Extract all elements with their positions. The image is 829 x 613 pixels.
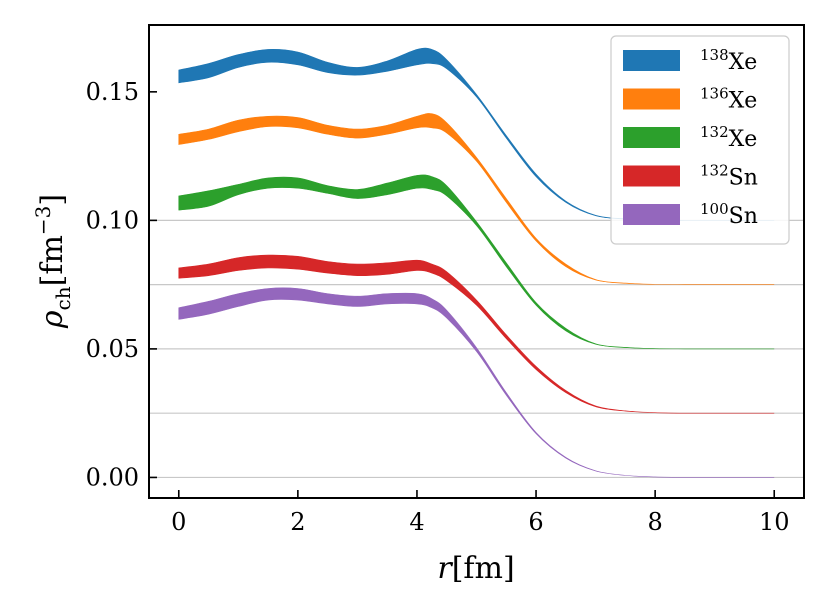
legend-swatch-100Sn (623, 204, 680, 225)
x-tick-label-0: 0 (171, 508, 186, 536)
legend-label-138Xe: 138Xe (700, 46, 757, 75)
y-tick-label-1: 0.05 (86, 335, 139, 363)
y-tick-label-2: 0.10 (86, 206, 139, 234)
y-tick-label-3: 0.15 (86, 78, 139, 106)
band-100Sn (178, 287, 775, 478)
x-tick-label-3: 6 (528, 508, 543, 536)
legend-label-132Sn: 132Sn (700, 162, 758, 191)
legend-swatch-132Xe (623, 127, 680, 148)
legend-swatch-138Xe (623, 50, 680, 71)
y-axis-label: ρch[fm−3] (31, 194, 75, 329)
x-tick-label-1: 2 (290, 508, 305, 536)
density-bands (178, 47, 775, 478)
x-tick-label-2: 4 (409, 508, 424, 536)
y-tick-label-0: 0.00 (86, 463, 139, 491)
axis-ticks: 0 2 4 6 8 10 0.00 0.05 0.10 0.15 (86, 78, 790, 536)
legend: 138Xe 136Xe 132Xe 132Sn 100Sn (610, 35, 790, 245)
legend-label-132Xe: 132Xe (700, 123, 757, 152)
legend-swatch-132Sn (623, 165, 680, 187)
legend-label-136Xe: 136Xe (700, 85, 757, 114)
band-136Xe (178, 113, 775, 285)
plot-frame (148, 24, 805, 499)
band-132Sn (178, 254, 775, 414)
x-axis-label: r[fm] (437, 551, 514, 586)
band-132Xe (178, 174, 775, 350)
x-tick-label-4: 8 (647, 508, 662, 536)
x-tick-label-5: 10 (759, 508, 790, 536)
legend-swatch-136Xe (623, 88, 680, 110)
legend-label-100Sn: 100Sn (700, 200, 758, 229)
legend-box (610, 35, 790, 245)
